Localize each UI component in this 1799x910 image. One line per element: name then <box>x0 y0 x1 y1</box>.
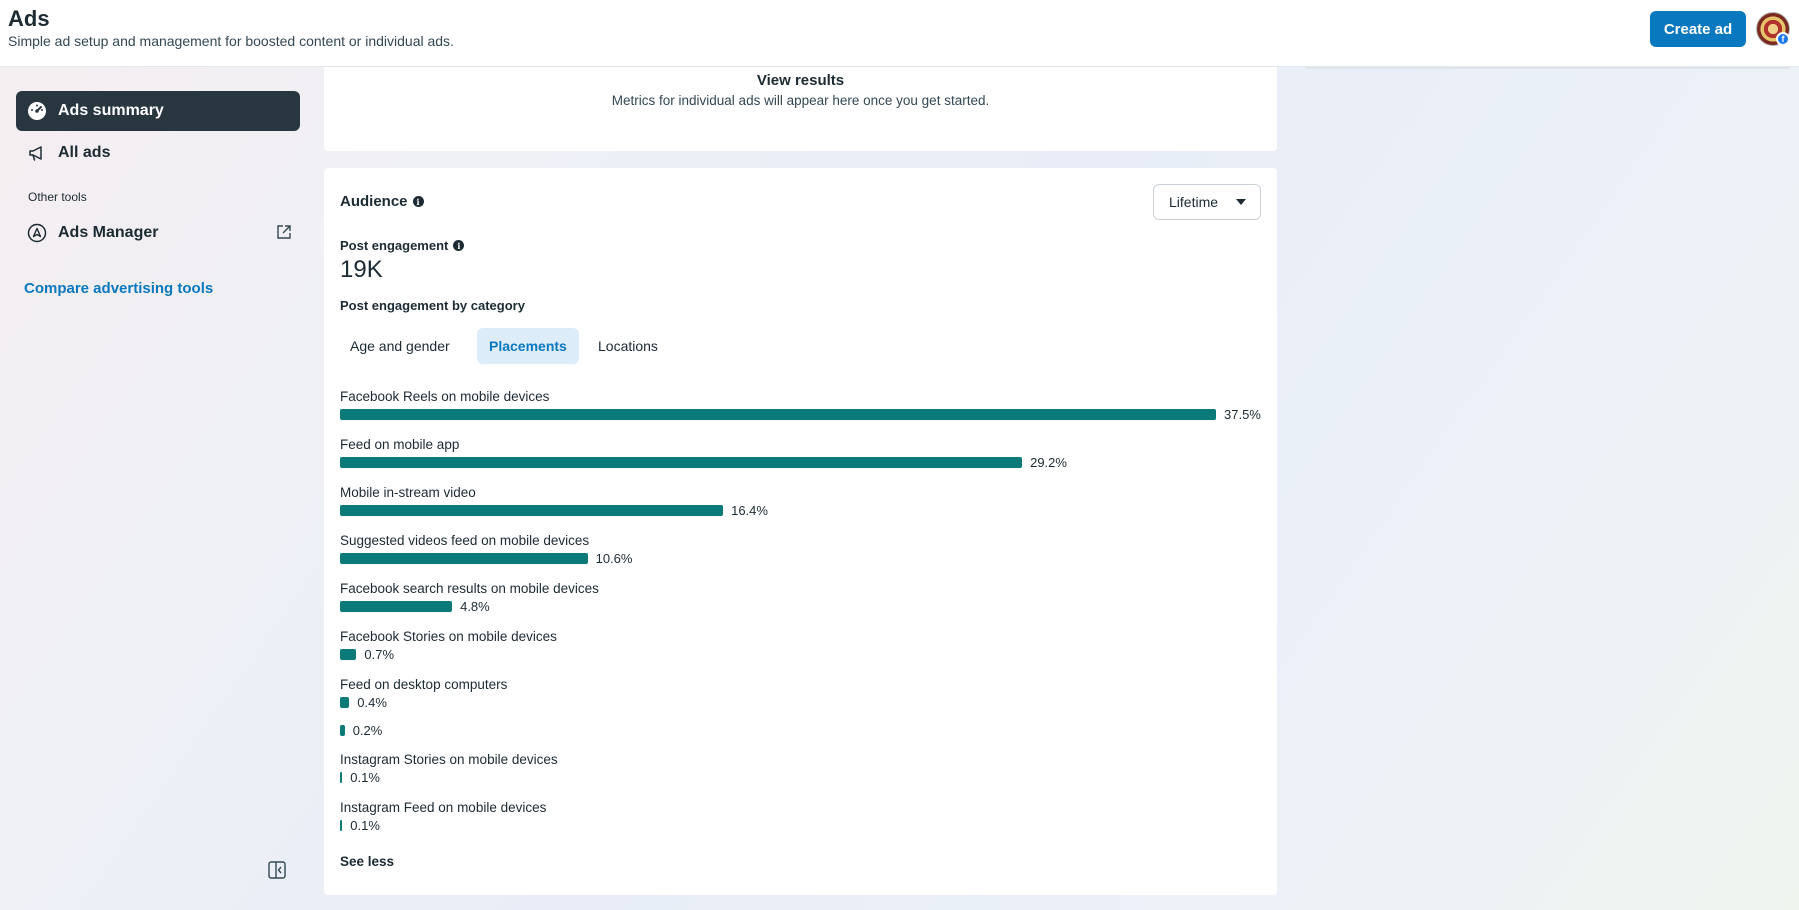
placement-bar <box>340 648 357 660</box>
placement-row: Mobile in-stream video 16.4% <box>340 485 1270 533</box>
audience-title: Audience <box>340 193 408 210</box>
placement-bar-line: 37.5% <box>340 403 1261 425</box>
placement-bar-line: 10.6% <box>340 547 632 569</box>
placement-bar <box>340 504 724 516</box>
sidebar-item-label: Ads summary <box>58 102 164 119</box>
sidebar-item-label: All ads <box>58 144 111 161</box>
placement-percent: 0.2% <box>352 722 383 738</box>
placement-label: Feed on desktop computers <box>340 677 508 692</box>
placement-bar <box>340 696 350 708</box>
placement-bar-line: 29.2% <box>340 451 1067 473</box>
post-engagement-by-category-label: Post engagement by category <box>340 298 525 313</box>
placement-bar-line: 0.1% <box>340 766 380 788</box>
placement-label: Mobile in-stream video <box>340 485 476 500</box>
caret-down-icon <box>1236 199 1246 205</box>
info-icon[interactable]: i <box>412 196 424 207</box>
tab-locations[interactable]: Locations <box>598 338 658 354</box>
placement-label: Instagram Feed on mobile devices <box>340 800 547 815</box>
view-results-title: View results <box>756 72 845 89</box>
avatar[interactable] <box>1756 12 1790 46</box>
placement-percent: 0.1% <box>350 769 380 785</box>
placement-row: Facebook search results on mobile device… <box>340 581 1270 629</box>
placement-bar-line: 0.2% <box>340 719 382 741</box>
placement-percent: 4.8% <box>460 598 490 614</box>
placement-bar-line: 0.4% <box>340 691 387 713</box>
audience-heading: Audience i <box>340 193 424 210</box>
placement-row: 0.2% <box>340 723 1270 752</box>
placement-bar <box>340 552 588 564</box>
placement-row: Feed on mobile app 29.2% <box>340 437 1270 485</box>
placement-bar-line: 4.8% <box>340 595 490 617</box>
placement-percent: 29.2% <box>1030 454 1067 470</box>
placement-bar <box>340 771 343 783</box>
other-tools-heading: Other tools <box>28 190 87 204</box>
megaphone-icon <box>26 142 48 164</box>
sidebar-item-all-ads[interactable]: All ads <box>16 133 300 173</box>
see-less-button[interactable]: See less <box>340 854 395 869</box>
sidebar-item-label: Ads Manager <box>58 224 159 241</box>
placement-percent: 37.5% <box>1224 406 1261 422</box>
placement-row: Facebook Stories on mobile devices 0.7% <box>340 629 1270 677</box>
placement-percent: 0.7% <box>364 646 395 662</box>
placement-row: Suggested videos feed on mobile devices 1… <box>340 533 1270 581</box>
create-ad-button[interactable]: Create ad <box>1650 11 1746 47</box>
compare-advertising-tools-link[interactable]: Compare advertising tools <box>24 280 214 297</box>
post-engagement-heading: Post engagement i <box>340 238 465 253</box>
sidebar-item-ads-manager[interactable]: Ads Manager <box>16 213 300 253</box>
placement-label: Facebook Stories on mobile devices <box>340 629 557 644</box>
placement-bar <box>340 724 345 736</box>
ads-manager-icon <box>26 222 48 244</box>
placement-percent: 0.1% <box>350 817 380 833</box>
audience-card: Audience i Lifetime Post engagement i 19… <box>324 168 1277 895</box>
placement-percent: 0.4% <box>357 694 387 710</box>
placement-bar-line: 0.1% <box>340 814 380 836</box>
placement-row: Facebook Reels on mobile devices 37.5% <box>340 389 1270 437</box>
post-engagement-value: 19K <box>340 256 383 283</box>
collapse-sidebar-icon[interactable] <box>268 861 286 879</box>
placement-bar-line: 16.4% <box>340 499 768 521</box>
placement-row: Instagram Feed on mobile devices 0.1% <box>340 800 1270 848</box>
page-subtitle: Simple ad setup and management for boost… <box>8 33 454 49</box>
speedometer-icon <box>26 100 48 122</box>
placements-bar-list: Facebook Reels on mobile devices 37.5% Fee… <box>340 389 1270 848</box>
placement-row: Feed on desktop computers 0.4% <box>340 677 1270 725</box>
placement-bar <box>340 600 453 612</box>
placement-label: Facebook Reels on mobile devices <box>340 389 550 404</box>
page-title: Ads <box>8 6 50 31</box>
placement-row: Instagram Stories on mobile devices 0.1% <box>340 752 1270 800</box>
sidebar-item-ads-summary[interactable]: Ads summary <box>16 91 300 131</box>
placement-percent: 16.4% <box>731 502 768 518</box>
placement-label: Facebook search results on mobile device… <box>340 581 599 596</box>
post-engagement-label: Post engagement <box>340 238 449 253</box>
tab-age-and-gender[interactable]: Age and gender <box>350 338 450 354</box>
placement-label: Feed on mobile app <box>340 437 460 452</box>
placement-label: Instagram Stories on mobile devices <box>340 752 558 767</box>
info-icon[interactable]: i <box>453 240 465 251</box>
placement-bar <box>340 408 1216 420</box>
right-panel-edge <box>1306 67 1790 69</box>
top-bar: Ads Simple ad setup and management for b… <box>0 0 1799 67</box>
placement-bar-line: 0.7% <box>340 643 394 665</box>
view-results-description: Metrics for individual ads will appear h… <box>611 93 990 108</box>
facebook-badge-icon: f <box>1776 32 1790 46</box>
tab-placements[interactable]: Placements <box>477 328 579 364</box>
date-range-dropdown[interactable]: Lifetime <box>1153 184 1261 220</box>
external-link-icon[interactable] <box>276 224 292 240</box>
view-results-card: View results Metrics for individual ads … <box>324 67 1277 151</box>
placement-bar <box>340 456 1023 468</box>
placement-percent: 10.6% <box>595 550 633 566</box>
placement-label: Suggested videos feed on mobile devices <box>340 533 590 548</box>
date-range-value: Lifetime <box>1169 194 1219 210</box>
placement-bar <box>340 819 343 831</box>
